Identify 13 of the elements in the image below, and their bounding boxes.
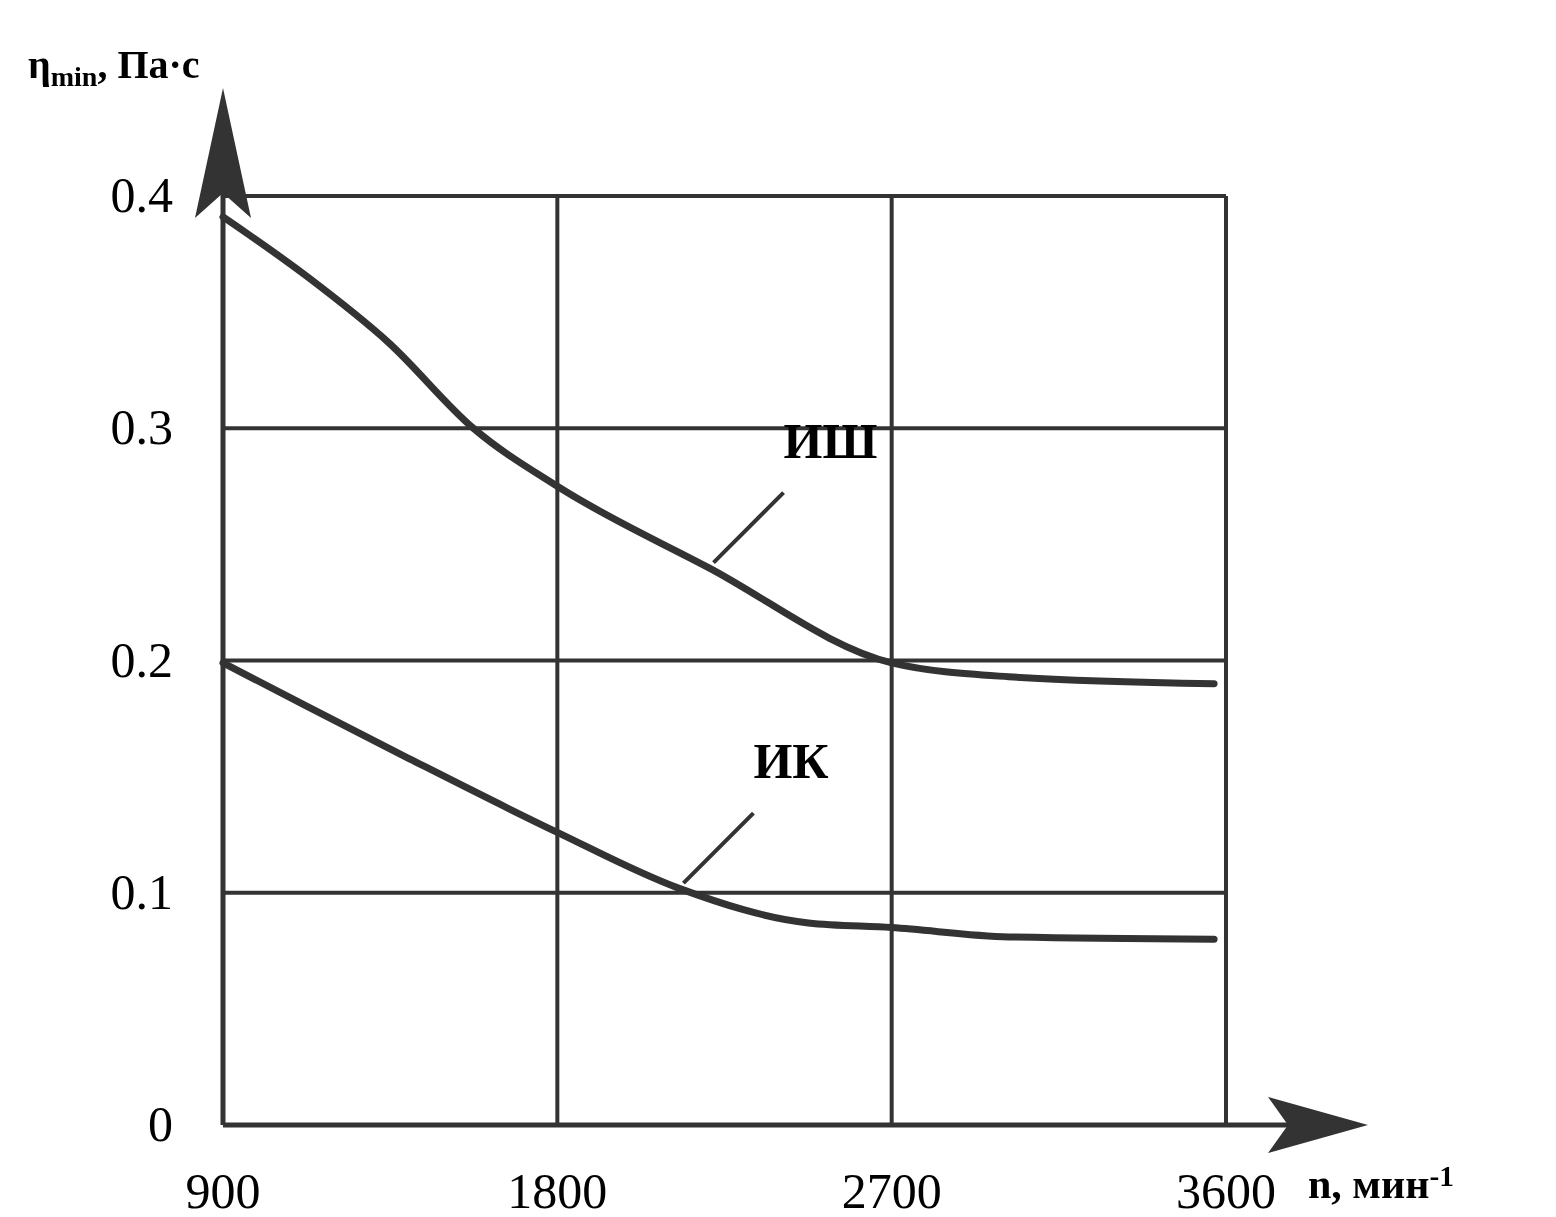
x-tick-label: 1800 [507, 1163, 608, 1217]
annotation: ИК [753, 733, 829, 790]
y-axis-title: η$_{min}$, Па·с [28, 42, 200, 93]
x-tick-label: 900 [185, 1163, 261, 1217]
annotation: ИШ [783, 412, 878, 469]
y-tick-label: 0.2 [110, 631, 173, 688]
y-tick-label: 0.1 [110, 863, 173, 920]
y-tick-label: 0.3 [110, 399, 173, 456]
x-axis-title: n, мин$^{-1}$ [1308, 1160, 1454, 1207]
y-tick-label: 0.4 [110, 167, 173, 223]
x-tick-label: 3600 [1176, 1163, 1276, 1217]
x-tick-label: 2700 [841, 1163, 942, 1217]
y-tick-label: 0 [148, 1096, 173, 1152]
